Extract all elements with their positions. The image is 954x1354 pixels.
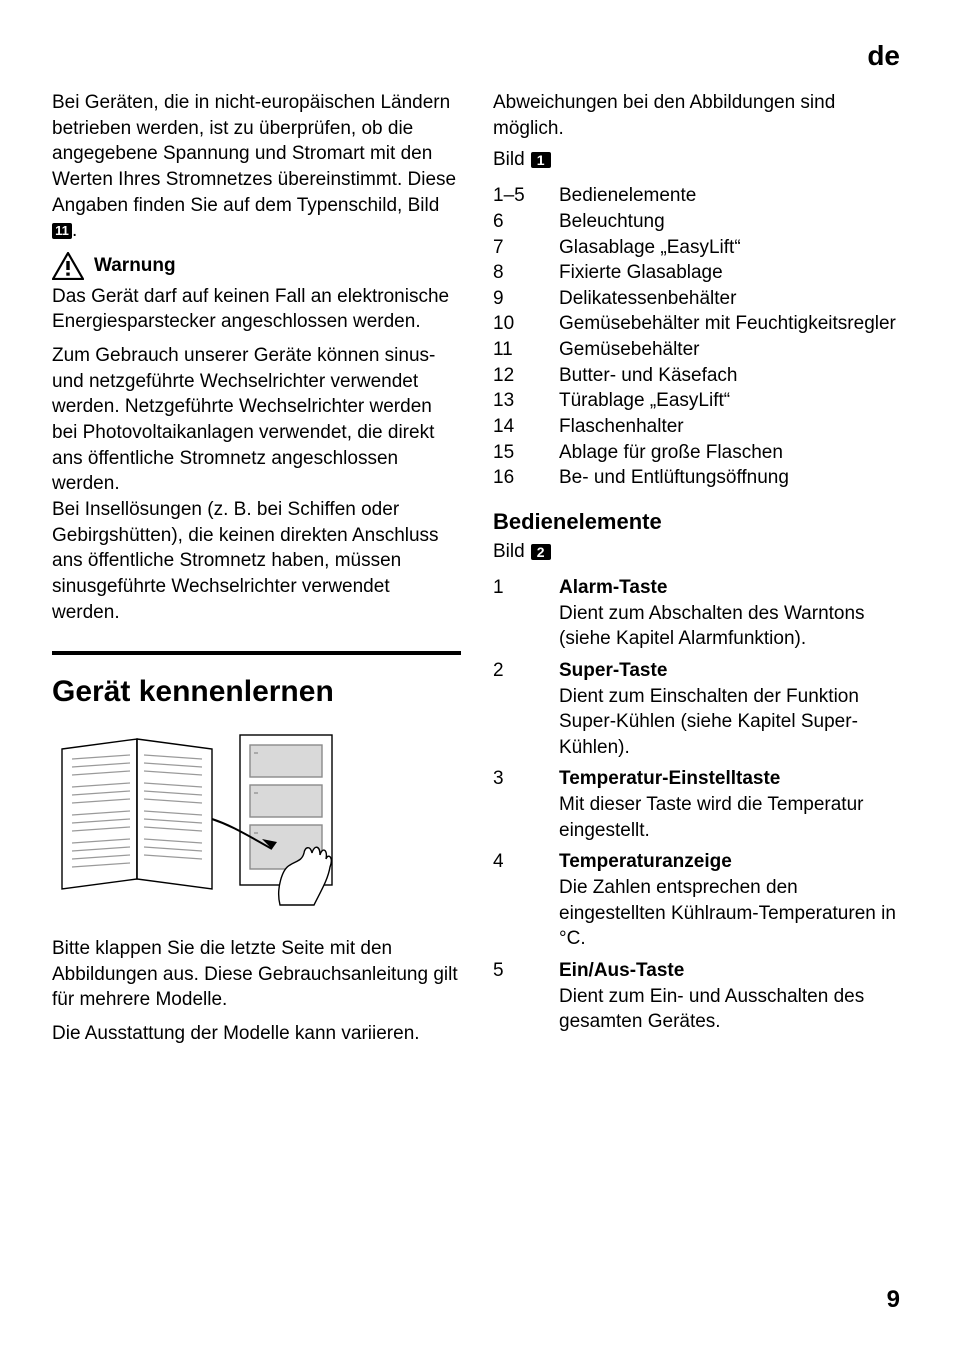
illustration	[52, 729, 461, 914]
control-item: 1Alarm-TasteDient zum Abschalten des War…	[493, 575, 902, 652]
warning-triangle-icon	[52, 252, 84, 280]
parts-item-number: 10	[493, 311, 559, 337]
parts-item-label: Delikatessenbehälter	[559, 286, 902, 312]
parts-item-label: Türablage „EasyLift“	[559, 388, 902, 414]
parts-list-item: 9Delikatessenbehälter	[493, 286, 902, 312]
parts-list-item: 1–5Bedienelemente	[493, 183, 902, 209]
parts-item-label: Glasablage „EasyLift“	[559, 235, 902, 261]
parts-list-item: 12Butter- und Käsefach	[493, 363, 902, 389]
bild-number-icon: 1	[531, 152, 551, 168]
parts-item-number: 16	[493, 465, 559, 491]
control-item: 5Ein/Aus-TasteDient zum Ein- und Ausscha…	[493, 958, 902, 1035]
warning-paragraph-1: Das Gerät darf auf keinen Fall an elektr…	[52, 284, 461, 335]
control-item: 2Super-TasteDient zum Einschalten der Fu…	[493, 658, 902, 761]
control-title: Temperaturanzeige	[559, 849, 902, 875]
parts-list-item: 7Glasablage „EasyLift“	[493, 235, 902, 261]
right-intro-paragraph: Abweichungen bei den Abbildungen sind mö…	[493, 90, 902, 141]
figure-ref-icon: 11	[52, 223, 72, 239]
parts-list-item: 16Be- und Entlüftungsöffnung	[493, 465, 902, 491]
bild-number-icon: 2	[531, 544, 551, 560]
bild-ref-2: Bild 2	[493, 541, 902, 563]
control-title: Temperatur-Einstelltaste	[559, 766, 902, 792]
control-item: 3Temperatur-EinstelltasteMit dieser Tast…	[493, 766, 902, 843]
control-description: Die Zahlen entsprechen den eingestellten…	[559, 875, 902, 952]
content-columns: Bei Geräten, die in nicht-europäischen L…	[52, 90, 902, 1055]
parts-list-item: 8Fixierte Glasablage	[493, 260, 902, 286]
intro-paragraph: Bei Geräten, die in nicht-europäischen L…	[52, 90, 461, 244]
parts-item-number: 7	[493, 235, 559, 261]
control-body: Ein/Aus-TasteDient zum Ein- und Ausschal…	[559, 958, 902, 1035]
parts-item-number: 14	[493, 414, 559, 440]
warning-label: Warnung	[94, 255, 176, 277]
intro-text: Bei Geräten, die in nicht-europäischen L…	[52, 92, 456, 216]
parts-item-number: 1–5	[493, 183, 559, 209]
warning-heading: Warnung	[52, 252, 461, 280]
left-column: Bei Geräten, die in nicht-europäischen L…	[52, 90, 461, 1055]
bild-label: Bild	[493, 541, 525, 563]
section-heading-bedienelemente: Bedienelemente	[493, 509, 902, 535]
parts-item-label: Beleuchtung	[559, 209, 902, 235]
control-description: Dient zum Ein- und Ausschalten des gesam…	[559, 984, 902, 1035]
control-body: Super-TasteDient zum Einschalten der Fun…	[559, 658, 902, 761]
control-number: 3	[493, 766, 559, 843]
right-column: Abweichungen bei den Abbildungen sind mö…	[493, 90, 902, 1055]
controls-list: 1Alarm-TasteDient zum Abschalten des War…	[493, 575, 902, 1035]
parts-list-item: 13Türablage „EasyLift“	[493, 388, 902, 414]
parts-item-label: Gemüsebehälter mit Feuchtigkeitsregler	[559, 311, 902, 337]
parts-item-number: 15	[493, 440, 559, 466]
control-number: 1	[493, 575, 559, 652]
section-heading-geraet: Gerät kennenlernen	[52, 675, 461, 709]
parts-item-number: 9	[493, 286, 559, 312]
parts-item-label: Ablage für große Flaschen	[559, 440, 902, 466]
parts-item-label: Gemüsebehälter	[559, 337, 902, 363]
bild-label: Bild	[493, 149, 525, 171]
control-item: 4TemperaturanzeigeDie Zahlen entsprechen…	[493, 849, 902, 952]
intro-suffix: .	[72, 220, 77, 241]
after-illustration-paragraph-1: Bitte klappen Sie die letzte Seite mit d…	[52, 936, 461, 1013]
control-body: TemperaturanzeigeDie Zahlen entsprechen …	[559, 849, 902, 952]
warning-paragraph-2: Zum Gebrauch unserer Geräte können sinus…	[52, 343, 461, 625]
parts-item-number: 11	[493, 337, 559, 363]
control-number: 5	[493, 958, 559, 1035]
page-number: 9	[887, 1286, 900, 1314]
parts-list: 1–5Bedienelemente6Beleuchtung7Glasablage…	[493, 183, 902, 491]
control-body: Alarm-TasteDient zum Abschalten des Warn…	[559, 575, 902, 652]
bild-ref-1: Bild 1	[493, 149, 902, 171]
control-body: Temperatur-EinstelltasteMit dieser Taste…	[559, 766, 902, 843]
page-lang: de	[867, 40, 900, 72]
parts-list-item: 14Flaschenhalter	[493, 414, 902, 440]
section-divider	[52, 651, 461, 655]
control-number: 2	[493, 658, 559, 761]
parts-list-item: 15Ablage für große Flaschen	[493, 440, 902, 466]
control-description: Dient zum Einschalten der Funktion Super…	[559, 684, 902, 761]
parts-item-label: Flaschenhalter	[559, 414, 902, 440]
control-title: Super-Taste	[559, 658, 902, 684]
control-title: Alarm-Taste	[559, 575, 902, 601]
control-title: Ein/Aus-Taste	[559, 958, 902, 984]
parts-item-label: Butter- und Käsefach	[559, 363, 902, 389]
parts-item-number: 8	[493, 260, 559, 286]
control-description: Dient zum Abschalten des Warntons (siehe…	[559, 601, 902, 652]
after-illustration-paragraph-2: Die Ausstattung der Modelle kann variier…	[52, 1021, 461, 1047]
parts-item-number: 12	[493, 363, 559, 389]
parts-item-label: Fixierte Glasablage	[559, 260, 902, 286]
parts-item-number: 13	[493, 388, 559, 414]
control-number: 4	[493, 849, 559, 952]
parts-item-label: Bedienelemente	[559, 183, 902, 209]
parts-item-number: 6	[493, 209, 559, 235]
parts-list-item: 6Beleuchtung	[493, 209, 902, 235]
parts-list-item: 11Gemüsebehälter	[493, 337, 902, 363]
parts-list-item: 10Gemüsebehälter mit Feuchtigkeitsregler	[493, 311, 902, 337]
control-description: Mit dieser Taste wird die Temperatur ein…	[559, 792, 902, 843]
parts-item-label: Be- und Entlüftungsöffnung	[559, 465, 902, 491]
